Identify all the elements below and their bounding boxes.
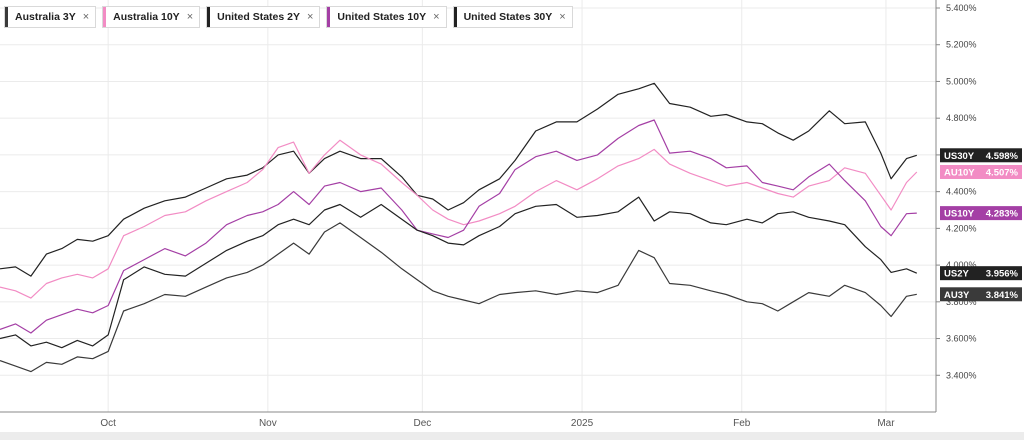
x-tick-label: Oct: [100, 418, 116, 429]
last-value-box: [940, 287, 1022, 302]
series-line-au3y: [0, 222, 917, 373]
y-tick-label: 4.800%: [946, 113, 977, 123]
series-layer: [0, 82, 918, 373]
y-tick-label: 4.200%: [946, 223, 977, 233]
y-tick-label: 3.400%: [946, 370, 977, 380]
series-name-label: AU10Y: [944, 167, 975, 178]
series-line-us2y: [0, 196, 918, 349]
series-value-label: 4.598%: [986, 151, 1019, 162]
scrollbar-track[interactable]: [0, 432, 1024, 440]
last-value-box: [940, 148, 1022, 163]
legend-swatch: [103, 7, 107, 27]
last-value-label-us2y: US2Y 3.956%: [940, 266, 1022, 281]
close-icon[interactable]: ×: [186, 11, 194, 23]
series-value-label: 3.841%: [986, 290, 1019, 301]
series-name-label: US10Y: [944, 209, 975, 220]
last-value-labels: US30Y 4.598% AU10Y 4.507% US10Y 4.283% US2Y 3.9…: [940, 148, 1022, 302]
legend-swatch: [5, 7, 8, 27]
series-name-label: AU3Y: [944, 290, 970, 301]
x-tick-label: Dec: [413, 418, 431, 429]
series-line-us10y: [0, 119, 917, 334]
last-value-label-au10y: AU10Y 4.507%: [940, 164, 1022, 179]
series-name-label: US30Y: [944, 151, 975, 162]
y-tick-label: 5.200%: [946, 40, 977, 50]
grid: [0, 0, 936, 412]
legend-chip-united-states-10y[interactable]: United States 10Y ×: [326, 6, 447, 28]
legend-chip-australia-10y[interactable]: Australia 10Y ×: [102, 6, 201, 28]
series-line-us30y: [0, 82, 917, 277]
x-tick-label: Nov: [259, 418, 277, 429]
x-tick-label: 2025: [571, 418, 594, 429]
y-tick-label: 3.600%: [946, 334, 977, 344]
legend-chip-united-states-2y[interactable]: United States 2Y ×: [206, 6, 321, 28]
legend-chip-united-states-30y[interactable]: United States 30Y ×: [452, 6, 573, 28]
legend-chip-australia-3y[interactable]: Australia 3Y ×: [4, 6, 97, 28]
series-name-label: US2Y: [944, 269, 969, 280]
y-tick-label: 5.400%: [946, 3, 977, 13]
last-value-box: [940, 266, 1022, 281]
close-icon[interactable]: ×: [306, 11, 314, 23]
series-value-label: 3.956%: [986, 269, 1019, 280]
last-value-label-au3y: AU3Y 3.841%: [940, 287, 1022, 302]
legend-label: United States 10Y: [337, 11, 427, 23]
legend-swatch: [453, 7, 457, 27]
x-tick-label: Feb: [733, 418, 751, 429]
last-value-label-us10y: US10Y 4.283%: [940, 206, 1022, 221]
legend-label: United States 30Y: [463, 11, 553, 23]
axis-layer: 3.400%3.600%3.800%4.000%4.200%4.400%4.60…: [0, 0, 977, 429]
last-value-box: [940, 206, 1022, 221]
series-value-label: 4.507%: [986, 167, 1019, 178]
legend-swatch: [327, 7, 331, 27]
y-tick-label: 5.000%: [946, 76, 977, 86]
y-tick-label: 4.000%: [946, 260, 977, 270]
legend-label: Australia 10Y: [113, 11, 180, 23]
close-icon[interactable]: ×: [82, 11, 90, 23]
last-value-box: [940, 164, 1022, 179]
close-icon[interactable]: ×: [559, 11, 566, 23]
legend-label: Australia 3Y: [15, 11, 76, 23]
series-line-au10y: [0, 139, 918, 299]
last-value-label-us30y: US30Y 4.598%: [940, 148, 1022, 163]
x-tick-label: Mar: [877, 418, 895, 429]
y-tick-label: 4.400%: [946, 187, 977, 197]
y-tick-label: 3.800%: [946, 297, 977, 307]
close-icon[interactable]: ×: [433, 11, 440, 23]
series-value-label: 4.283%: [986, 209, 1019, 220]
legend-label: United States 2Y: [217, 11, 300, 23]
legend: Australia 3Y × Australia 10Y × United St…: [4, 6, 573, 28]
legend-swatch: [207, 7, 211, 27]
